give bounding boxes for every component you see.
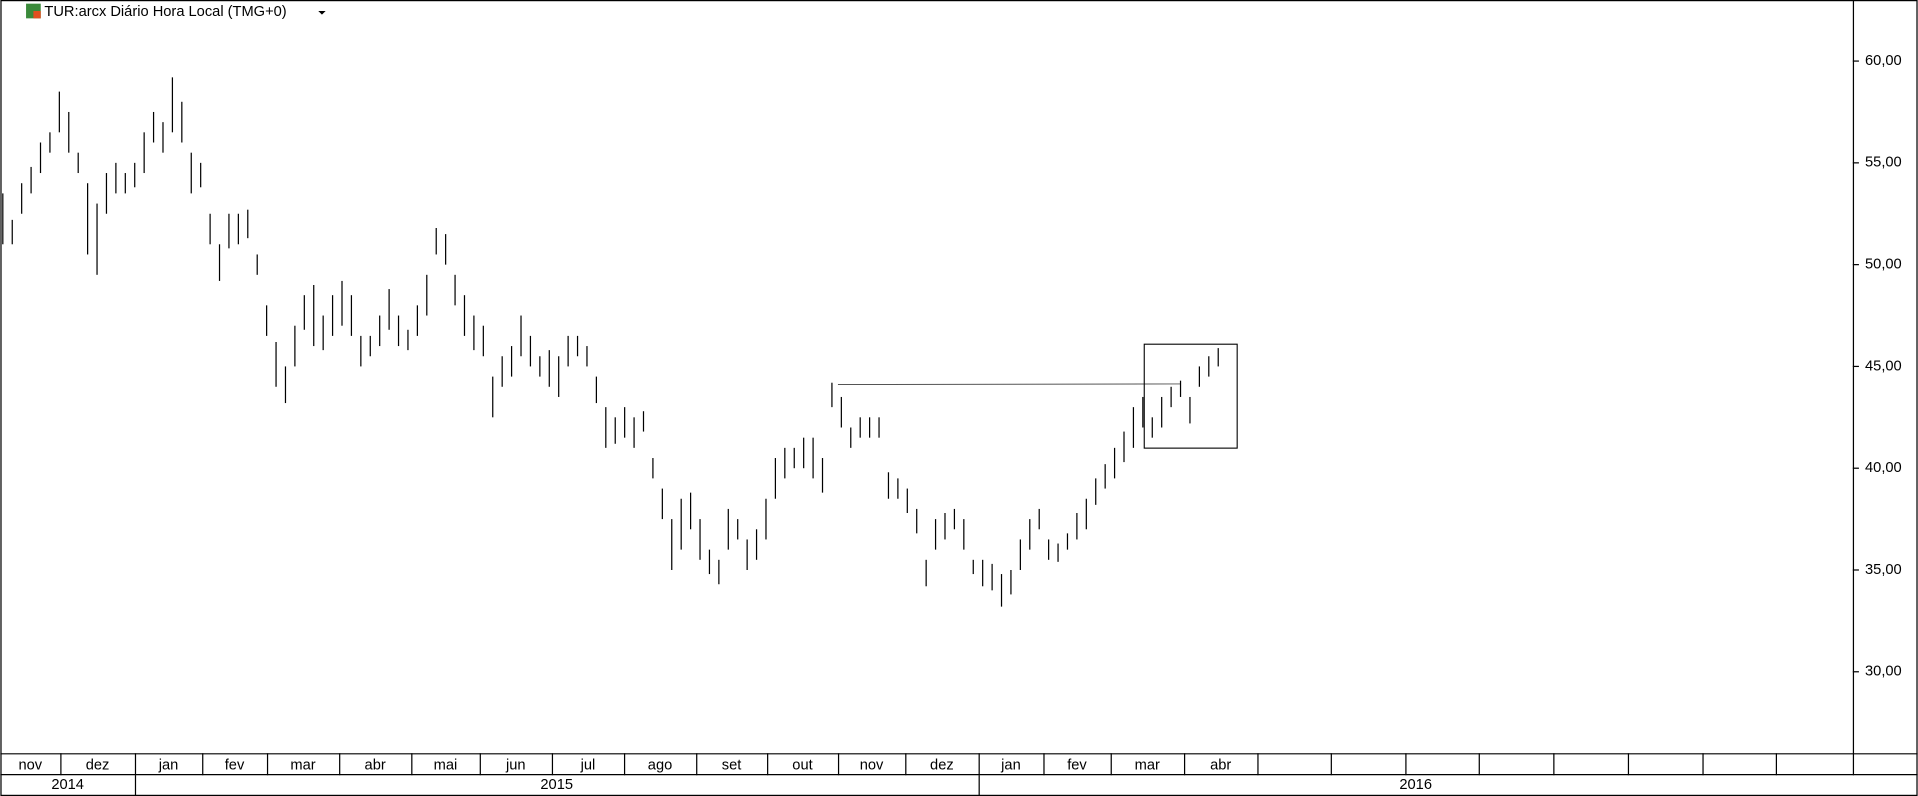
x-tick-label: jun bbox=[505, 757, 526, 773]
x-tick-label: set bbox=[722, 757, 742, 773]
x-tick-label: fev bbox=[1067, 757, 1087, 773]
year-label: 2016 bbox=[1399, 777, 1432, 793]
y-tick-label: 50,00 bbox=[1865, 257, 1902, 273]
y-tick-label: 60,00 bbox=[1865, 53, 1902, 69]
x-tick-label: jan bbox=[158, 757, 179, 773]
x-tick-label: nov bbox=[19, 757, 43, 773]
x-tick-label: abr bbox=[1210, 757, 1231, 773]
y-tick-label: 55,00 bbox=[1865, 155, 1902, 171]
x-tick-label: dez bbox=[930, 757, 954, 773]
x-tick-label: fev bbox=[225, 757, 245, 773]
x-tick-label: jul bbox=[580, 757, 596, 773]
x-tick-label: out bbox=[792, 757, 812, 773]
x-tick-label: jan bbox=[1000, 757, 1021, 773]
x-tick-label: dez bbox=[86, 757, 110, 773]
dropdown-caret[interactable] bbox=[318, 11, 326, 15]
x-tick-label: mar bbox=[290, 757, 315, 773]
year-label: 2015 bbox=[540, 777, 573, 793]
y-tick-label: 30,00 bbox=[1865, 664, 1902, 680]
x-tick-label: ago bbox=[648, 757, 672, 773]
drawn-rectangle[interactable] bbox=[1143, 343, 1238, 449]
y-tick-label: 35,00 bbox=[1865, 562, 1902, 578]
y-tick-label: 40,00 bbox=[1865, 460, 1902, 476]
x-tick-label: nov bbox=[860, 757, 884, 773]
symbol-icon-part bbox=[33, 11, 41, 19]
year-label: 2014 bbox=[51, 777, 84, 793]
x-tick-label: mai bbox=[434, 757, 458, 773]
drawn-trendline[interactable] bbox=[837, 383, 1181, 386]
title-bar: TUR:arcx Diário Hora Local (TMG+0) bbox=[26, 3, 326, 20]
x-tick-label: abr bbox=[365, 757, 386, 773]
y-tick-label: 45,00 bbox=[1865, 358, 1902, 374]
chart-title: TUR:arcx Diário Hora Local (TMG+0) bbox=[44, 4, 286, 20]
x-tick-label: mar bbox=[1135, 757, 1160, 773]
